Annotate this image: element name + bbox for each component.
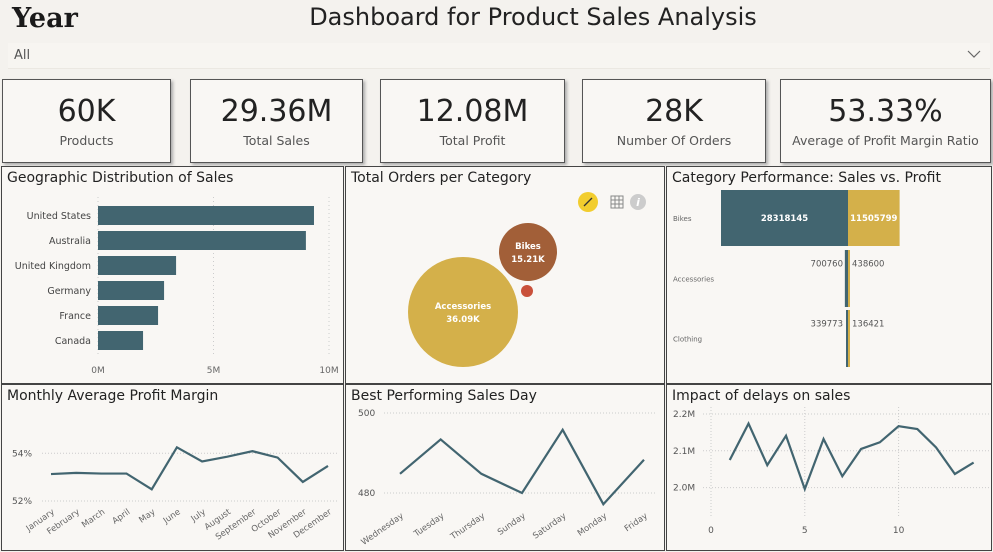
profit-value: 438600 — [852, 260, 884, 270]
sales-value: 28318145 — [761, 214, 808, 224]
table-icon[interactable] — [610, 195, 624, 209]
kpi-value: 60K — [57, 94, 116, 129]
kpi-label: Average of Profit Margin Ratio — [792, 133, 979, 148]
profit-bar — [848, 190, 900, 246]
chart-title: Geographic Distribution of Sales — [7, 170, 234, 186]
category-label: Accessories — [673, 276, 714, 284]
x-tick-label: 0 — [708, 526, 714, 536]
y-tick-label: 2.0M — [673, 484, 695, 494]
kpi-label: Total Sales — [243, 133, 310, 148]
x-tick-label: Monday — [576, 511, 609, 538]
profit-bar — [848, 310, 850, 367]
kpi-value: 29.36M — [220, 94, 333, 129]
kpi-label: Products — [59, 133, 114, 148]
x-tick-label: June — [161, 507, 183, 526]
page-title: Dashboard for Product Sales Analysis — [309, 3, 757, 31]
kpi-card-total-sales: 29.36M Total Sales — [190, 79, 363, 163]
category-label: Australia — [49, 236, 91, 247]
kpi-card-orders: 28K Number Of Orders — [582, 79, 766, 163]
kpi-value: 28K — [645, 94, 703, 129]
monthly-profit-chart[interactable]: Monthly Average Profit Margin 52% 54% Janua… — [1, 384, 344, 551]
year-dropdown[interactable]: All — [8, 43, 990, 69]
x-tick-label: Wednesday — [360, 511, 406, 547]
bar — [98, 231, 306, 250]
bar — [98, 206, 314, 225]
chart-title: Best Performing Sales Day — [351, 388, 537, 404]
bubble — [521, 285, 533, 297]
info-icon[interactable] — [630, 194, 646, 210]
chevron-down-icon — [967, 50, 981, 58]
geo-sales-chart[interactable]: Geographic Distribution of Sales 0M 5M 10M U… — [1, 166, 344, 384]
x-tick-label: Sunday — [496, 511, 528, 537]
x-tick-label: 0M — [91, 366, 105, 376]
chart-title: Monthly Average Profit Margin — [7, 388, 219, 404]
y-tick-label: 500 — [358, 409, 375, 419]
bubble-value: 36.09K — [446, 315, 480, 325]
x-tick-label: Tuesday — [411, 511, 446, 540]
dropdown-value: All — [14, 48, 31, 63]
kpi-label: Total Profit — [439, 133, 506, 148]
kpi-label: Number Of Orders — [616, 133, 732, 148]
bubble-value: 15.21K — [511, 255, 545, 265]
category-label: Bikes — [673, 215, 692, 223]
profit-bar — [848, 250, 850, 307]
sales-bar — [721, 190, 848, 246]
x-tick-label: 10 — [893, 526, 905, 536]
chart-title: Impact of delays on sales — [672, 388, 851, 404]
series-line — [50, 445, 329, 491]
chart-title: Total Orders per Category — [351, 170, 532, 186]
y-tick-label: 52% — [12, 497, 32, 507]
kpi-value: 53.33% — [828, 94, 943, 129]
category-label: France — [59, 311, 91, 322]
x-tick-label: 10M — [319, 366, 338, 376]
y-tick-label: 480 — [358, 489, 375, 499]
bubble-name: Bikes — [515, 242, 541, 252]
x-tick-label: Friday — [623, 511, 650, 534]
category-label: United Kingdom — [15, 261, 91, 272]
bubble — [408, 257, 518, 367]
sales-value: 700760 — [811, 260, 843, 270]
kpi-card-total-profit: 12.08M Total Profit — [380, 79, 565, 163]
bar — [98, 281, 165, 300]
info-icon-glyph: i — [636, 196, 640, 209]
kpi-card-products: 60K Products — [2, 79, 171, 163]
x-tick-label: 5M — [207, 366, 221, 376]
series-line — [399, 427, 645, 507]
category-label: Canada — [55, 336, 91, 347]
sales-bar — [844, 250, 848, 307]
series-line — [728, 421, 975, 493]
bar — [98, 256, 177, 275]
bubble-name: Accessories — [435, 302, 491, 312]
profit-value: 11505799 — [850, 214, 897, 224]
sales-bar — [846, 310, 848, 367]
x-tick-label: April — [111, 507, 133, 526]
x-tick-label: 5 — [802, 526, 808, 536]
kpi-card-profit-margin: 53.33% Average of Profit Margin Ratio — [780, 79, 991, 163]
sales-value: 339773 — [811, 320, 843, 330]
delay-impact-chart[interactable]: Impact of delays on sales 2.0M 2.1M 2.2M 0 5 1… — [666, 384, 992, 551]
table-icon-frame — [610, 195, 624, 209]
pencil-icon — [583, 197, 593, 207]
category-label: Germany — [47, 286, 91, 297]
category-label: Clothing — [673, 336, 702, 344]
bar — [98, 306, 159, 325]
slicer-title: Year — [12, 3, 78, 34]
x-tick-label: March — [80, 507, 107, 530]
y-tick-label: 54% — [12, 449, 32, 459]
y-tick-label: 2.2M — [673, 410, 695, 420]
category-performance-chart[interactable]: Category Performance: Sales vs. Profit Bi… — [666, 166, 992, 384]
y-tick-label: 2.1M — [673, 447, 695, 457]
orders-bubble-chart[interactable]: Total Orders per Category Accessories 36.0… — [345, 166, 665, 384]
x-tick-label: Saturday — [531, 511, 568, 541]
bar — [98, 331, 144, 350]
x-tick-label: May — [137, 507, 157, 525]
sales-day-chart[interactable]: Best Performing Sales Day 480 500 Wednesday… — [345, 384, 665, 551]
kpi-value: 12.08M — [416, 94, 529, 129]
chart-title: Category Performance: Sales vs. Profit — [672, 170, 941, 186]
x-tick-label: Thursday — [448, 511, 487, 542]
category-label: United States — [27, 211, 91, 222]
bubble — [499, 223, 557, 281]
profit-value: 136421 — [852, 320, 884, 330]
